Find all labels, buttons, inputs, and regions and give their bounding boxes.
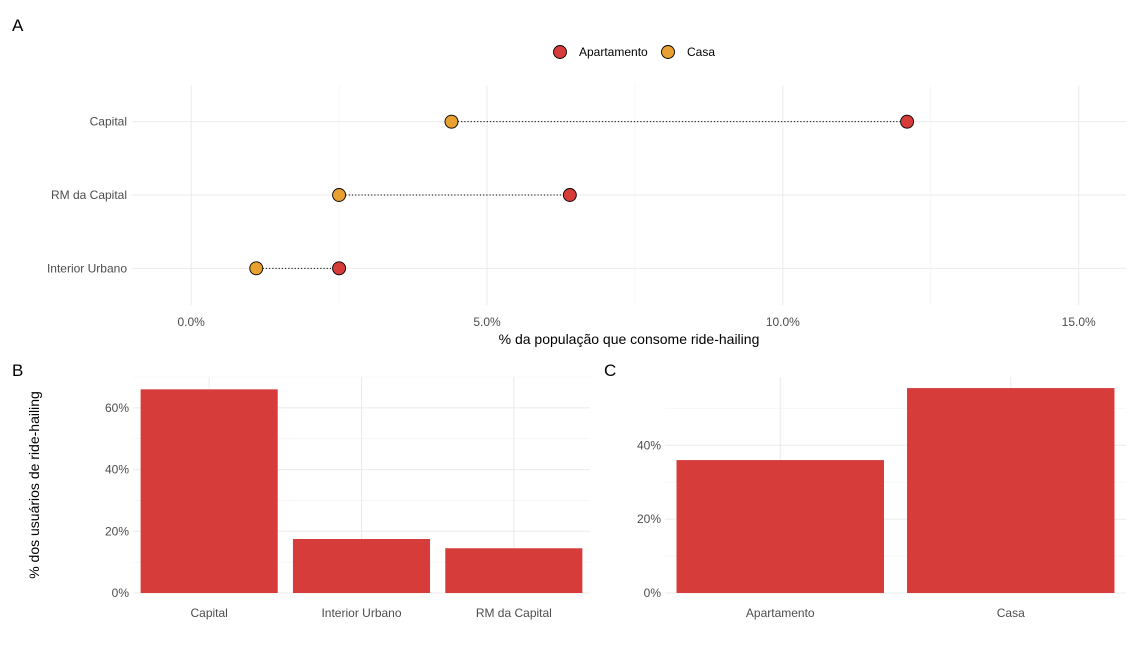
x-tick-label: Capital	[190, 606, 227, 620]
point-apartamento	[900, 114, 915, 129]
y-axis-title: % dos usuários de ride-hailing	[26, 391, 42, 579]
panel-b-bar-chart: 0% 20% 40% 60% Capital Interior Urbano RM da C…	[26, 376, 590, 620]
x-tick-label: Interior Urbano	[321, 606, 401, 620]
panel-label-b: B	[12, 361, 23, 380]
point-apartamento	[332, 261, 347, 276]
x-tick-label: Apartamento	[746, 606, 815, 620]
bar	[292, 539, 431, 593]
y-tick-label: Capital	[90, 115, 127, 129]
x-axis-title: % da população que consome ride-hailing	[499, 331, 760, 347]
y-tick-label: 40%	[637, 438, 661, 452]
x-tick-label: Casa	[997, 606, 1025, 620]
legend: Apartamento Casa	[553, 45, 715, 59]
point-apartamento	[562, 188, 577, 202]
x-tick-label: 5.0%	[473, 315, 501, 329]
panel-c-bar-chart: 0% 20% 40% Apartamento Casa	[637, 377, 1126, 620]
x-tick-label: 0.0%	[177, 315, 205, 329]
y-tick-label: Interior Urbano	[47, 261, 127, 275]
panel-label-c: C	[604, 361, 616, 380]
panel-a-dumbbell-chart: 0.0% 5.0% 10.0% 15.0% Capital RM da Capital In…	[47, 45, 1126, 347]
bar	[445, 548, 583, 593]
y-tick-label: 0%	[112, 586, 130, 600]
point-casa	[249, 261, 264, 276]
bar	[676, 460, 884, 593]
x-tick-label: RM da Capital	[476, 606, 552, 620]
legend-key-casa	[661, 45, 675, 59]
y-tick-label: 40%	[105, 463, 129, 477]
x-tick-label: 10.0%	[766, 315, 800, 329]
point-casa	[332, 188, 347, 202]
bar	[907, 388, 1115, 593]
x-tick-label: 15.0%	[1062, 315, 1096, 329]
legend-key-apartamento	[553, 45, 567, 59]
point-casa	[444, 114, 459, 129]
panel-label-a: A	[12, 16, 24, 35]
y-tick-label: 60%	[105, 401, 129, 415]
y-tick-label: 20%	[637, 512, 661, 526]
y-tick-label: 20%	[105, 524, 129, 538]
legend-label: Casa	[687, 45, 715, 59]
y-tick-label: RM da Capital	[51, 188, 127, 202]
bar	[140, 389, 278, 593]
y-tick-label: 0%	[644, 586, 662, 600]
legend-label: Apartamento	[579, 45, 648, 59]
